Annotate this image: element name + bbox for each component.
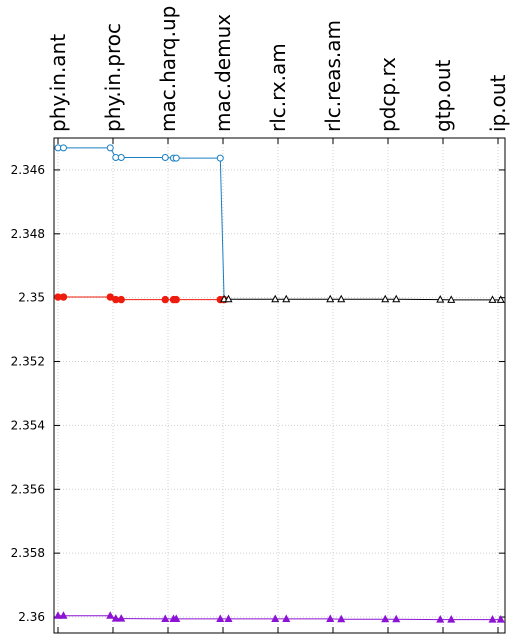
data-point <box>106 611 115 619</box>
series-0 <box>54 144 228 303</box>
data-point <box>117 295 125 304</box>
data-point <box>224 294 233 303</box>
data-point <box>172 295 180 304</box>
data-point <box>447 295 456 303</box>
data-point <box>447 615 456 623</box>
x-tick-label: mac.harq.up <box>156 6 180 132</box>
x-tick-label: gtp.out <box>431 59 455 132</box>
data-point <box>53 611 63 619</box>
data-point <box>326 294 335 303</box>
data-point <box>496 615 505 623</box>
series-line <box>58 147 225 300</box>
data-point <box>337 614 346 623</box>
series-layer <box>53 144 505 623</box>
data-point <box>271 294 280 303</box>
data-point <box>161 295 169 304</box>
data-point <box>381 614 390 623</box>
data-point <box>282 614 291 622</box>
data-point <box>488 295 497 303</box>
data-point <box>172 154 180 162</box>
grid-lines <box>54 138 505 633</box>
data-point <box>59 293 68 301</box>
series-3 <box>53 611 505 623</box>
axes: phy.in.ant phy.in.proc mac.harq.up mac.demu… <box>11 6 510 633</box>
series-2 <box>220 294 505 303</box>
data-point <box>224 614 233 622</box>
plot-frame <box>53 137 506 634</box>
data-point <box>488 615 497 623</box>
y-tick-label: 2.36 <box>18 610 45 624</box>
series-line <box>58 615 501 621</box>
y-tick-label: 2.348 <box>11 227 45 241</box>
data-point <box>436 295 445 303</box>
data-point <box>271 614 280 622</box>
series-line <box>58 296 225 301</box>
data-point <box>161 614 170 622</box>
data-point <box>216 154 224 162</box>
y-tick-label: 2.358 <box>11 546 45 560</box>
data-point <box>111 614 120 622</box>
data-point <box>282 294 291 303</box>
y-tick-label: 2.346 <box>11 163 45 177</box>
data-point <box>392 294 401 303</box>
series-line <box>224 298 501 301</box>
y-tick-label: 2.356 <box>11 482 45 496</box>
data-point <box>117 153 125 161</box>
data-point <box>436 615 445 623</box>
x-tick-label: mac.demux <box>211 14 235 132</box>
x-tick-label: rlc.rx.am <box>266 43 290 132</box>
data-point <box>496 295 505 303</box>
x-tick-label: ip.out <box>486 74 510 132</box>
data-point <box>117 614 126 622</box>
data-point <box>172 614 181 622</box>
y-tick-label: 2.35 <box>18 291 45 305</box>
data-point <box>161 153 169 161</box>
x-tick-label: pdcp.rx <box>376 57 400 132</box>
data-point <box>337 294 346 303</box>
data-point <box>106 144 114 152</box>
y-tick-label: 2.354 <box>11 418 45 432</box>
series-1 <box>54 293 228 304</box>
data-point <box>60 144 67 152</box>
data-point <box>216 614 225 622</box>
data-point <box>392 614 401 623</box>
x-tick-label: phy.in.ant <box>46 34 70 132</box>
x-tick-label: phy.in.proc <box>101 23 125 132</box>
x-tick-label: rlc.reas.am <box>321 20 345 132</box>
data-point <box>59 611 68 619</box>
data-point <box>326 614 335 622</box>
data-point <box>381 294 390 303</box>
y-tick-label: 2.352 <box>11 355 45 369</box>
